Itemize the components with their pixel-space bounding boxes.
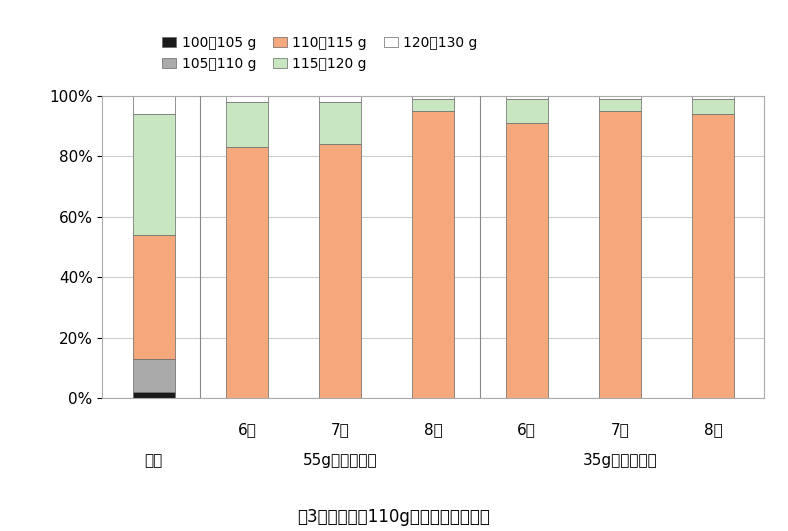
Bar	[132, 359, 175, 392]
Bar	[132, 235, 175, 359]
Bar	[599, 99, 641, 111]
Bar	[226, 147, 268, 398]
Bar	[412, 96, 455, 99]
Bar	[226, 101, 268, 147]
Bar	[506, 99, 548, 123]
Bar	[319, 144, 361, 398]
Bar	[506, 96, 548, 99]
Bar	[132, 114, 175, 235]
Bar	[599, 96, 641, 99]
Bar	[412, 111, 455, 398]
Bar	[319, 96, 361, 101]
Text: 7束: 7束	[331, 423, 350, 438]
Bar	[692, 99, 734, 114]
Bar	[319, 101, 361, 144]
Text: 55g程度の小束: 55g程度の小束	[303, 453, 377, 468]
Bar	[132, 96, 175, 114]
Text: 7束: 7束	[611, 423, 630, 438]
Bar	[226, 96, 268, 101]
Text: 8束: 8束	[424, 423, 443, 438]
Bar	[692, 96, 734, 99]
Text: 慣行: 慣行	[144, 453, 163, 468]
Bar	[599, 111, 641, 398]
Bar	[412, 99, 455, 111]
Text: 8束: 8束	[704, 423, 723, 438]
Bar	[506, 123, 548, 398]
Text: 6束: 6束	[237, 423, 256, 438]
Text: 図3　目標質量110gにおける調量精度: 図3 目標質量110gにおける調量精度	[298, 508, 490, 526]
Text: 35g程度の小束: 35g程度の小束	[582, 453, 657, 468]
Legend: 100～105 g, 105～110 g, 110～115 g, 115～120 g, 120～130 g: 100～105 g, 105～110 g, 110～115 g, 115～120…	[162, 36, 478, 71]
Bar	[692, 114, 734, 398]
Bar	[132, 392, 175, 398]
Text: 6束: 6束	[517, 423, 536, 438]
